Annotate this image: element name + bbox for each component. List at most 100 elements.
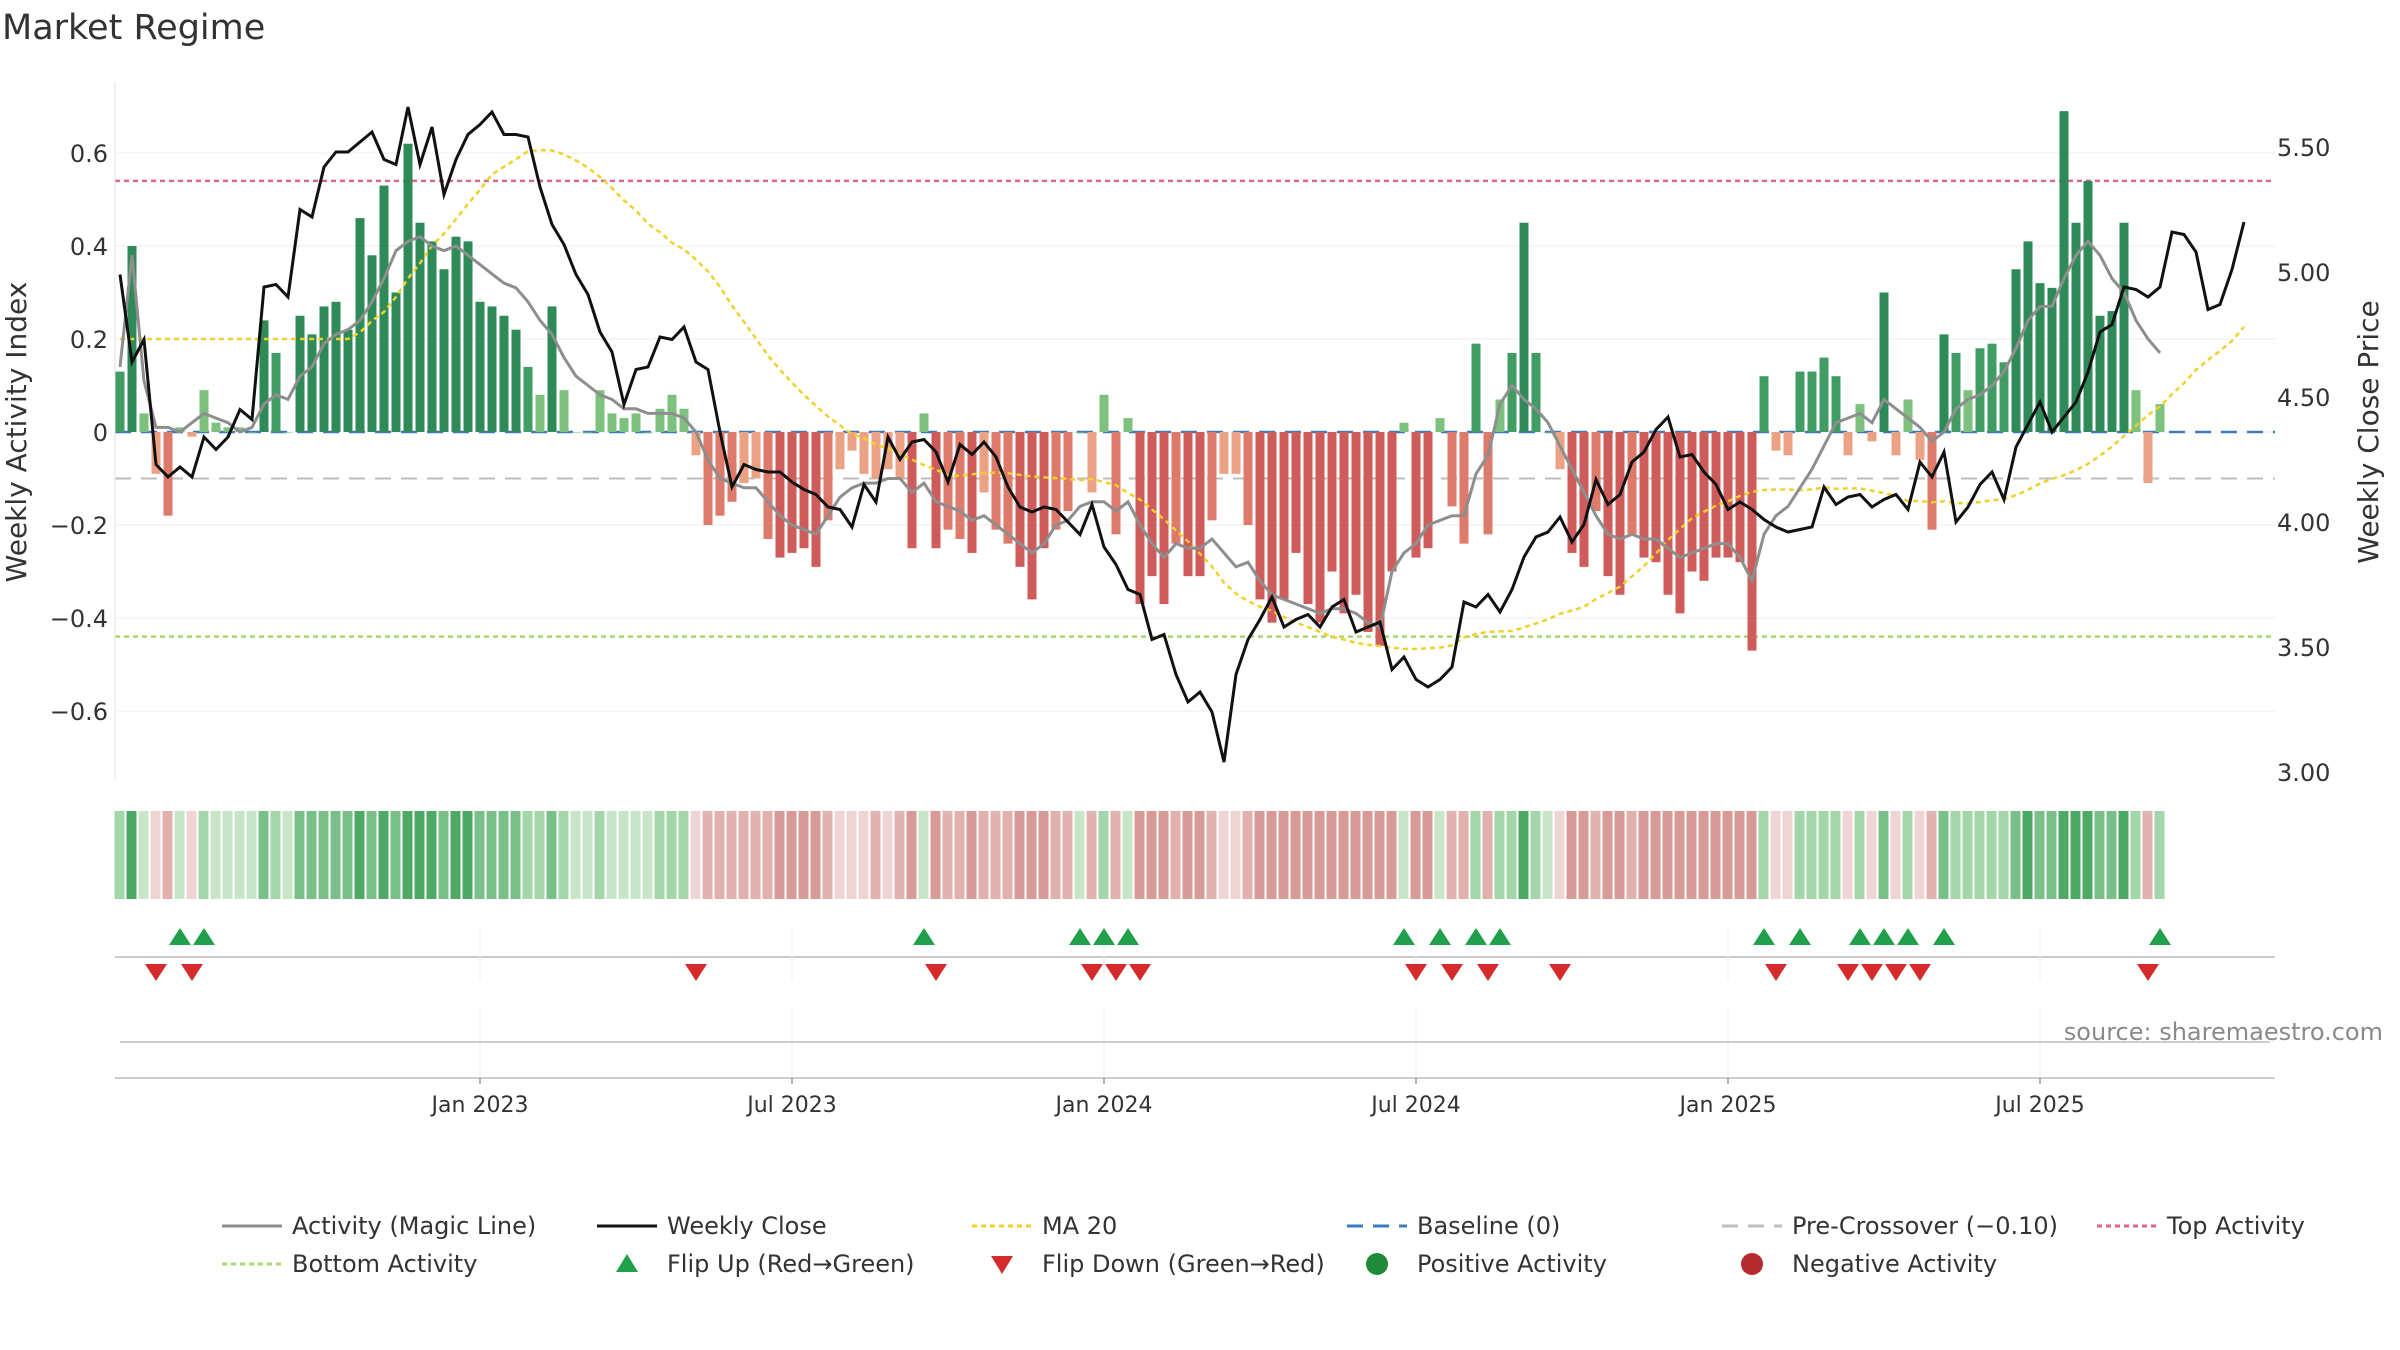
regime-strip-cell [210, 811, 221, 899]
activity-bar [763, 432, 773, 539]
activity-bar [1543, 432, 1553, 433]
flip-up-marker [1429, 928, 1451, 945]
activity-bar [1879, 292, 1889, 432]
activity-bar [1435, 418, 1445, 432]
flip-down-marker [1765, 964, 1787, 981]
regime-strip-cell [1566, 811, 1577, 899]
flip-up-marker [1897, 928, 1919, 945]
activity-bar [2131, 390, 2141, 432]
regime-strip-cell [582, 811, 593, 899]
regime-strip-cell [810, 811, 821, 899]
activity-bar [727, 432, 737, 502]
activity-bar [1267, 432, 1277, 623]
x-tick-label: Jan 2025 [1678, 1093, 1777, 1118]
regime-strip-cell [1038, 811, 1049, 899]
activity-bar [1819, 357, 1829, 432]
activity-bar [1291, 432, 1301, 553]
regime-strip-cell [1278, 811, 1289, 899]
regime-strip-cell [918, 811, 929, 899]
activity-bar [1807, 371, 1817, 432]
activity-bar [595, 390, 605, 432]
activity-bar [1183, 432, 1193, 577]
activity-bar [475, 301, 485, 432]
regime-strip-cell [1062, 811, 1073, 899]
legend-label: Activity (Magic Line) [292, 1212, 536, 1240]
regime-strip-cell [2094, 811, 2105, 899]
activity-bar [1015, 432, 1025, 567]
activity-bar [1351, 432, 1361, 595]
flip-up-marker [1393, 928, 1415, 945]
flip-up-marker [1117, 928, 1139, 945]
y-tick-label-left: 0.4 [70, 233, 108, 261]
regime-strip-cell [1518, 811, 1529, 899]
activity-bar [1975, 348, 1985, 432]
regime-strip-cell [1050, 811, 1061, 899]
regime-strip-cell [1470, 811, 1481, 899]
regime-strip-cell [1506, 811, 1517, 899]
regime-strip-cell [2010, 811, 2021, 899]
activity-bar [1135, 432, 1145, 605]
activity-bar [1063, 432, 1073, 512]
regime-strip-cell [606, 811, 617, 899]
activity-bar [1939, 334, 1949, 432]
activity-bar [319, 306, 329, 432]
activity-bar [991, 432, 1001, 530]
activity-bar [967, 432, 977, 553]
activity-bar [2155, 404, 2165, 432]
activity-bar [1075, 432, 1085, 433]
activity-bar [2095, 315, 2105, 432]
magic-line [118, 234, 2162, 630]
regime-strip-cell [642, 811, 653, 899]
activity-bar [1651, 432, 1661, 563]
regime-strip-cell [930, 811, 941, 899]
regime-strip-cell [1650, 811, 1661, 899]
x-tick-label: Jul 2024 [1369, 1093, 1461, 1118]
activity-bar [1855, 404, 1865, 432]
regime-strip-cell [1578, 811, 1589, 899]
flip-down-marker [1129, 964, 1151, 981]
legend-label: Baseline (0) [1417, 1212, 1560, 1240]
activity-bar [1579, 432, 1589, 567]
regime-strip-cell [258, 811, 269, 899]
regime-strip-cell [366, 811, 377, 899]
regime-strip-cell [330, 811, 341, 899]
regime-strip-cell [1074, 811, 1085, 899]
regime-strip-cell [1026, 811, 1037, 899]
regime-strip-cell [2046, 811, 2057, 899]
activity-bar [847, 432, 857, 451]
regime-strip-cell [414, 811, 425, 899]
activity-bar [1471, 343, 1481, 432]
regime-strip-cell [774, 811, 785, 899]
activity-bar [583, 432, 593, 433]
regime-strip-cell [618, 811, 629, 899]
regime-strip-cell [750, 811, 761, 899]
regime-strip [114, 811, 2165, 899]
regime-strip-cell [1722, 811, 1733, 899]
regime-strip-cell [402, 811, 413, 899]
regime-strip-cell [270, 811, 281, 899]
regime-strip-cell [2154, 811, 2165, 899]
activity-bar [487, 306, 497, 432]
regime-strip-cell [2118, 811, 2129, 899]
activity-bar [1303, 432, 1313, 605]
activity-bar [1051, 432, 1061, 530]
regime-strip-cell [1866, 811, 1877, 899]
legend-label: Top Activity [2166, 1212, 2305, 1240]
flip-down-marker [685, 964, 707, 981]
activity-bar [463, 241, 473, 432]
activity-bar [931, 432, 941, 549]
activity-bar [511, 329, 521, 432]
regime-strip-cell [114, 811, 125, 899]
activity-bar [895, 432, 905, 479]
activity-bar [1723, 432, 1733, 558]
regime-strip-cell [882, 811, 893, 899]
regime-strip-cell [1614, 811, 1625, 899]
activity-bar [439, 269, 449, 432]
regime-strip-cell [1254, 811, 1265, 899]
flip-down-marker [1105, 964, 1127, 981]
regime-strip-cell [2106, 811, 2117, 899]
legend: Activity (Magic Line) Weekly Close MA 20… [222, 1212, 2305, 1278]
y-tick-label-left: 0.6 [70, 140, 108, 168]
legend-label: Pre-Crossover (−0.10) [1792, 1212, 2058, 1240]
activity-bar [115, 371, 125, 432]
